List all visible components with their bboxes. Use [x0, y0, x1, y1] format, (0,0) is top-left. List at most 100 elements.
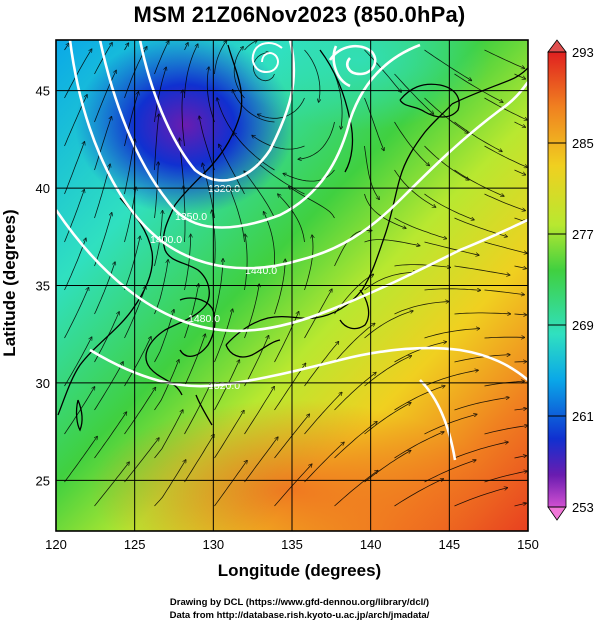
- x-tick-label: 145: [438, 537, 460, 552]
- streamline: [244, 336, 269, 387]
- streamline: [454, 169, 504, 196]
- streamline: [304, 49, 320, 102]
- streamline: [364, 97, 385, 151]
- streamline: [304, 442, 345, 483]
- x-tick-labels: 120 125 130 135 140 145 150: [45, 537, 539, 552]
- streamline: [124, 387, 156, 435]
- streamline: [94, 362, 124, 411]
- streamline: [154, 114, 159, 171]
- streamline: [207, 67, 215, 123]
- streamline: [244, 171, 275, 219]
- streamline: [214, 461, 248, 507]
- streamline: [94, 462, 130, 507]
- streamline: [484, 97, 528, 120]
- streamline: [394, 479, 444, 507]
- streamline: [424, 241, 479, 255]
- streamline: [454, 121, 503, 152]
- streamline: [124, 92, 139, 147]
- contour-label: 1440.0: [245, 265, 277, 277]
- streamline: [364, 145, 380, 199]
- x-tick-label: 135: [281, 537, 303, 552]
- streamline: [364, 356, 412, 387]
- streamline: [182, 90, 185, 147]
- streamline: [244, 437, 278, 483]
- streamline: [364, 311, 414, 339]
- streamline: [184, 284, 199, 339]
- streamline: [454, 398, 510, 411]
- streamline: [289, 187, 335, 219]
- streamline: [154, 360, 179, 411]
- streamline: [184, 44, 198, 99]
- streamline: [514, 73, 526, 79]
- streamline: [394, 432, 444, 459]
- colorbar-label: 261: [572, 409, 594, 424]
- streamline: [304, 235, 314, 291]
- streamline: [424, 193, 475, 220]
- y-tick-label: 35: [36, 279, 50, 294]
- streamline: [64, 337, 92, 387]
- colorbar: 293 285 277 269 261 253: [547, 39, 594, 521]
- streamline: [514, 409, 527, 411]
- streamline: [274, 464, 312, 507]
- streamline: [64, 190, 85, 243]
- cool-region-ne: [230, 40, 490, 130]
- x-tick-label: 125: [124, 537, 146, 552]
- streamline: [484, 289, 525, 295]
- streamline: [484, 471, 528, 483]
- y-tick-label: 40: [36, 181, 50, 196]
- streamline: [484, 241, 528, 253]
- streamline: [64, 437, 98, 483]
- streamline: [278, 194, 305, 243]
- x-tick-label: 150: [517, 537, 539, 552]
- streamline: [64, 142, 85, 195]
- streamline: [184, 43, 189, 51]
- y-tick-label: 45: [36, 84, 50, 99]
- contour-label: 1480.0: [188, 313, 220, 325]
- streamline: [364, 239, 420, 246]
- colorbar-label: 253: [572, 500, 594, 515]
- drawing-credit: Drawing by DCL (https://www.gfd-dennou.o…: [169, 597, 430, 608]
- plot-frame: [55, 39, 529, 532]
- streamline: [334, 323, 375, 363]
- streamline: [184, 234, 191, 291]
- streamline: [230, 188, 245, 243]
- streamline: [334, 73, 343, 129]
- streamline: [219, 144, 245, 195]
- streamline: [454, 355, 510, 363]
- lat-lon-grid: [56, 40, 528, 531]
- y-axis-title: Latitude (degrees): [0, 209, 19, 357]
- streamline: [124, 139, 136, 195]
- streamline: [484, 337, 525, 338]
- y-tick-labels: 25 30 35 40 45: [36, 84, 50, 489]
- streamline: [214, 309, 233, 363]
- streamline: [424, 145, 469, 180]
- streamline: [394, 73, 434, 114]
- streamlines: [64, 40, 528, 507]
- streamline: [394, 386, 445, 411]
- streamline: [424, 289, 481, 291]
- x-tick-label: 130: [202, 537, 224, 552]
- streamline: [199, 116, 215, 171]
- streamline: [154, 310, 174, 363]
- streamline: [334, 373, 377, 411]
- streamline: [154, 260, 169, 315]
- streamline: [124, 438, 160, 483]
- streamline: [214, 259, 224, 315]
- streamline: [233, 90, 275, 123]
- streamline: [274, 312, 299, 363]
- streamline: [124, 43, 129, 51]
- streamline: [214, 41, 227, 75]
- streamline: [184, 434, 215, 483]
- streamline: [244, 387, 275, 435]
- y-tick-label: 30: [36, 376, 50, 391]
- streamline: [454, 73, 503, 102]
- chart-title: MSM 21Z06Nov2023 (850.0hPa): [133, 2, 466, 27]
- streamline: [154, 162, 159, 219]
- streamline: [154, 67, 167, 123]
- streamline: [244, 284, 260, 339]
- streamline: [94, 117, 112, 171]
- streamline: [364, 193, 406, 228]
- data-credit: Data from http://database.rish.kyoto-u.a…: [169, 610, 430, 621]
- streamline: [304, 392, 342, 435]
